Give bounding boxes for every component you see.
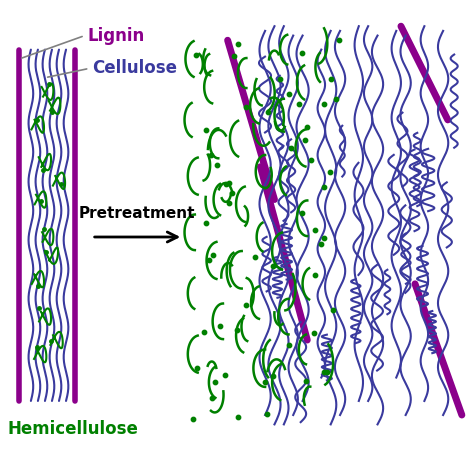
Point <box>211 378 219 386</box>
Point <box>285 341 293 348</box>
Point <box>203 219 210 227</box>
Point <box>192 51 200 59</box>
Point <box>230 52 237 60</box>
Point <box>320 183 328 191</box>
Point <box>193 365 201 372</box>
Point <box>234 40 241 48</box>
Point <box>210 251 217 259</box>
Point <box>190 415 197 423</box>
Point <box>321 368 328 376</box>
Point <box>233 327 240 334</box>
Point <box>311 272 319 279</box>
Point <box>228 189 236 197</box>
Point <box>201 328 208 336</box>
Point <box>264 410 271 418</box>
Point <box>318 240 325 247</box>
Point <box>252 254 259 261</box>
Text: Lignin: Lignin <box>87 27 145 45</box>
Point <box>329 307 337 314</box>
Point <box>320 100 328 108</box>
Point <box>311 226 319 234</box>
Point <box>262 379 269 386</box>
Point <box>202 127 210 134</box>
Text: Hemicellulose: Hemicellulose <box>8 420 138 438</box>
Point <box>285 91 293 98</box>
Point <box>299 49 306 57</box>
Point <box>303 124 310 131</box>
Point <box>332 95 340 103</box>
Point <box>226 179 233 187</box>
Point <box>234 413 241 421</box>
Point <box>324 368 331 376</box>
Point <box>335 36 343 44</box>
Point <box>287 144 295 152</box>
Text: Pretreatment: Pretreatment <box>79 206 195 220</box>
Point <box>242 301 249 309</box>
Point <box>221 371 228 379</box>
Point <box>216 322 223 329</box>
Point <box>327 168 334 176</box>
Point <box>320 235 328 242</box>
Point <box>298 209 306 217</box>
Point <box>327 75 334 82</box>
Point <box>302 377 310 385</box>
Text: Cellulose: Cellulose <box>92 59 177 77</box>
Point <box>205 256 212 264</box>
Point <box>270 262 277 270</box>
Point <box>208 151 215 158</box>
Point <box>222 181 230 188</box>
Point <box>310 329 318 337</box>
Point <box>308 156 315 164</box>
Point <box>269 372 277 380</box>
Point <box>276 75 284 83</box>
Point <box>295 100 303 108</box>
Point <box>213 161 221 169</box>
Point <box>225 200 232 207</box>
Point <box>301 136 309 143</box>
Point <box>242 103 250 111</box>
Point <box>208 394 216 401</box>
Point <box>264 108 272 116</box>
